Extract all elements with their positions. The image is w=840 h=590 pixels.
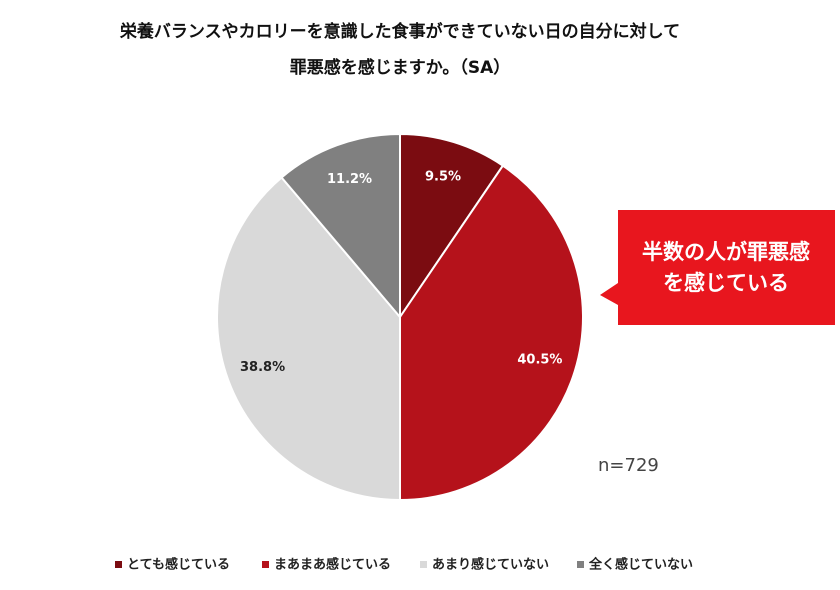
legend-label: とても感じている <box>127 557 230 573</box>
legend-label: まあまあ感じている <box>274 557 391 573</box>
data-label: 38.8% <box>240 360 285 375</box>
pie-slice <box>399 164 584 502</box>
legend-swatch <box>420 561 427 568</box>
callout-text: 半数の人が罪悪感 <box>642 240 810 264</box>
data-label: 11.2% <box>327 172 372 187</box>
legend-swatch <box>262 561 269 568</box>
chart-title: 栄養バランスやカロリーを意識した食事ができていない日の自分に対して <box>119 21 680 42</box>
data-label: 9.5% <box>425 170 461 185</box>
legend-label: 全く感じていない <box>588 557 693 573</box>
callout-box <box>600 210 835 325</box>
legend-swatch <box>115 561 122 568</box>
sample-size: n=729 <box>598 455 659 476</box>
chart-title: 罪悪感を感じますか。（SA） <box>290 57 511 78</box>
callout-text: を感じている <box>663 271 789 295</box>
pie-slice <box>399 132 505 321</box>
data-label: 40.5% <box>517 353 562 368</box>
legend-swatch <box>577 561 584 568</box>
pie-slice <box>280 132 401 320</box>
legend-label: あまり感じていない <box>432 557 549 573</box>
pie-slice <box>216 176 401 502</box>
